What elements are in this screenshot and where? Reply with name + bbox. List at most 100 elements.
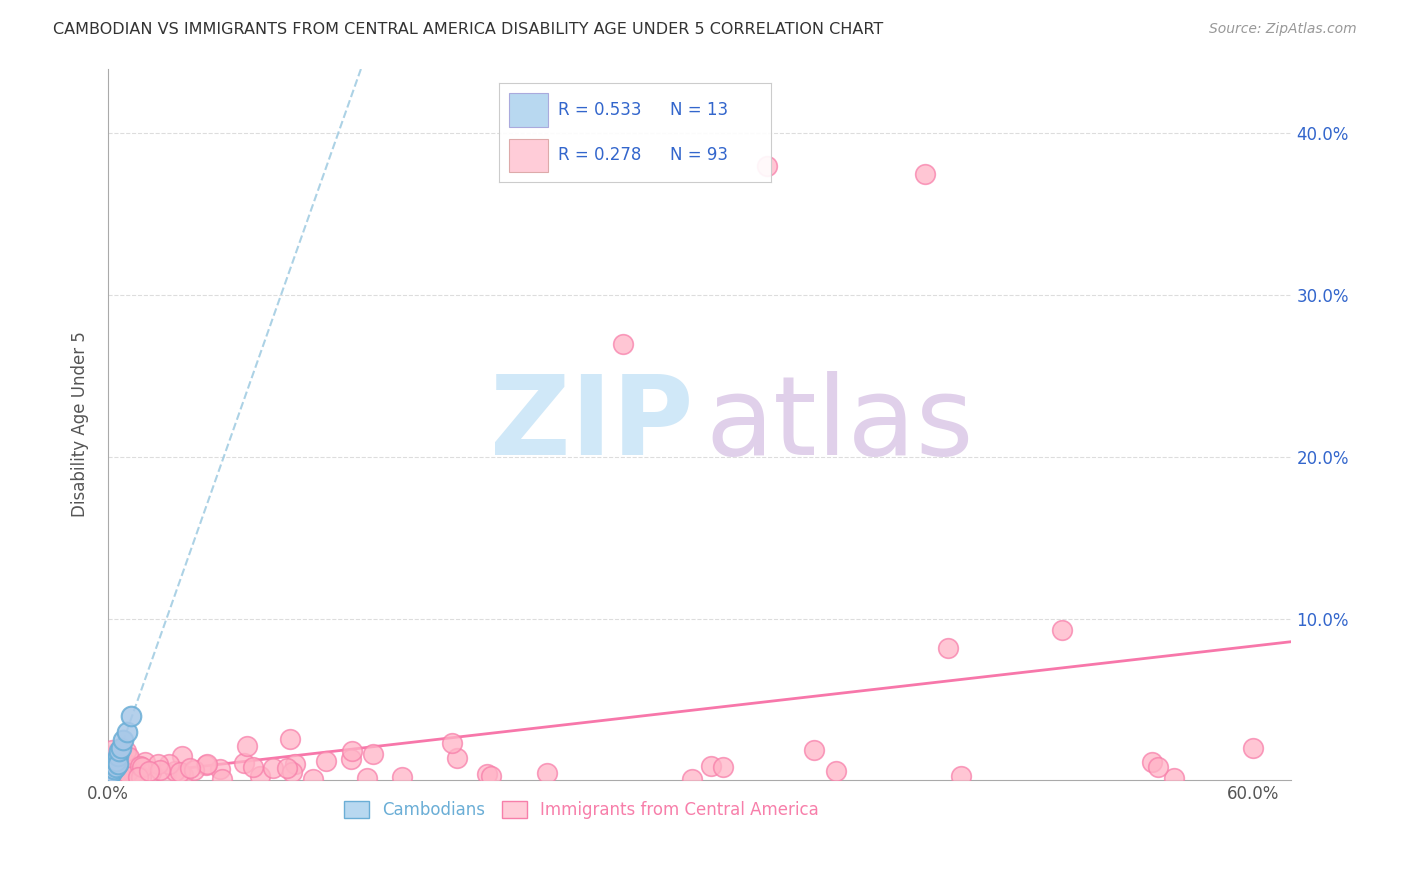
Point <box>157 757 180 772</box>
Point <box>179 761 201 775</box>
Point <box>755 159 778 173</box>
Point <box>711 759 734 773</box>
Point <box>249 769 271 783</box>
Point <box>104 765 127 780</box>
Point <box>103 762 125 776</box>
Point <box>129 770 152 784</box>
Point <box>1052 623 1074 637</box>
Point <box>141 764 163 779</box>
Point <box>477 766 499 780</box>
Legend: Cambodians, Immigrants from Central America: Cambodians, Immigrants from Central Amer… <box>337 794 825 825</box>
Point <box>165 764 187 778</box>
Point <box>103 757 125 772</box>
Point <box>446 751 468 765</box>
Point <box>172 768 194 782</box>
Point <box>101 765 124 780</box>
Point <box>284 757 307 772</box>
Point <box>149 763 172 777</box>
Point <box>236 739 259 753</box>
Point <box>100 772 122 786</box>
Point <box>108 744 131 758</box>
Point <box>103 761 125 775</box>
Point <box>824 764 846 778</box>
Point <box>98 768 121 782</box>
Point <box>117 766 139 780</box>
Point <box>169 765 191 780</box>
Text: atlas: atlas <box>706 371 974 478</box>
Point <box>1140 755 1163 769</box>
Point <box>681 772 703 786</box>
Point <box>356 771 378 785</box>
Point <box>98 751 121 765</box>
Point <box>276 761 298 775</box>
Point <box>914 167 936 181</box>
Point <box>155 766 177 780</box>
Point <box>107 749 129 764</box>
Point <box>105 749 128 764</box>
Point <box>110 770 132 784</box>
Point <box>936 640 959 655</box>
Point <box>612 336 634 351</box>
Point <box>127 770 149 784</box>
Point <box>479 769 502 783</box>
Point <box>105 767 128 781</box>
Point <box>440 735 463 749</box>
Point <box>536 766 558 780</box>
Point <box>1241 741 1264 756</box>
Point <box>361 747 384 762</box>
Point <box>110 742 132 756</box>
Point <box>112 763 135 777</box>
Point <box>183 763 205 777</box>
Point <box>138 764 160 779</box>
Point <box>146 757 169 772</box>
Point <box>281 764 304 779</box>
Point <box>104 760 127 774</box>
Text: CAMBODIAN VS IMMIGRANTS FROM CENTRAL AMERICA DISABILITY AGE UNDER 5 CORRELATION : CAMBODIAN VS IMMIGRANTS FROM CENTRAL AME… <box>53 22 884 37</box>
Point <box>121 766 143 780</box>
Point <box>1147 760 1170 774</box>
Point <box>242 760 264 774</box>
Point <box>339 752 361 766</box>
Point <box>105 745 128 759</box>
Point <box>115 744 138 758</box>
Point <box>278 732 301 747</box>
Y-axis label: Disability Age Under 5: Disability Age Under 5 <box>72 332 89 517</box>
Point <box>194 758 217 772</box>
Point <box>118 759 141 773</box>
Point <box>209 762 232 776</box>
Point <box>170 749 193 764</box>
Point <box>112 732 135 747</box>
Point <box>195 756 218 771</box>
Point <box>107 756 129 771</box>
Point <box>232 756 254 770</box>
Point <box>103 763 125 777</box>
Point <box>262 761 284 775</box>
Text: Source: ZipAtlas.com: Source: ZipAtlas.com <box>1209 22 1357 37</box>
Point <box>803 743 825 757</box>
Point <box>131 760 153 774</box>
Point <box>302 772 325 786</box>
Point <box>118 750 141 764</box>
Point <box>108 764 131 778</box>
Point <box>104 749 127 764</box>
Point <box>949 769 972 783</box>
Text: ZIP: ZIP <box>491 371 693 478</box>
Point <box>1163 771 1185 785</box>
Point <box>134 755 156 769</box>
Point <box>115 724 138 739</box>
Point <box>100 761 122 775</box>
Point <box>114 759 136 773</box>
Point <box>107 757 129 772</box>
Point <box>104 754 127 768</box>
Point <box>100 772 122 786</box>
Point <box>117 751 139 765</box>
Point <box>101 756 124 771</box>
Point <box>391 770 413 784</box>
Point <box>342 744 364 758</box>
Point <box>114 756 136 771</box>
Point <box>120 708 142 723</box>
Point <box>211 772 233 786</box>
Point <box>128 759 150 773</box>
Point <box>105 756 128 771</box>
Point <box>112 756 135 771</box>
